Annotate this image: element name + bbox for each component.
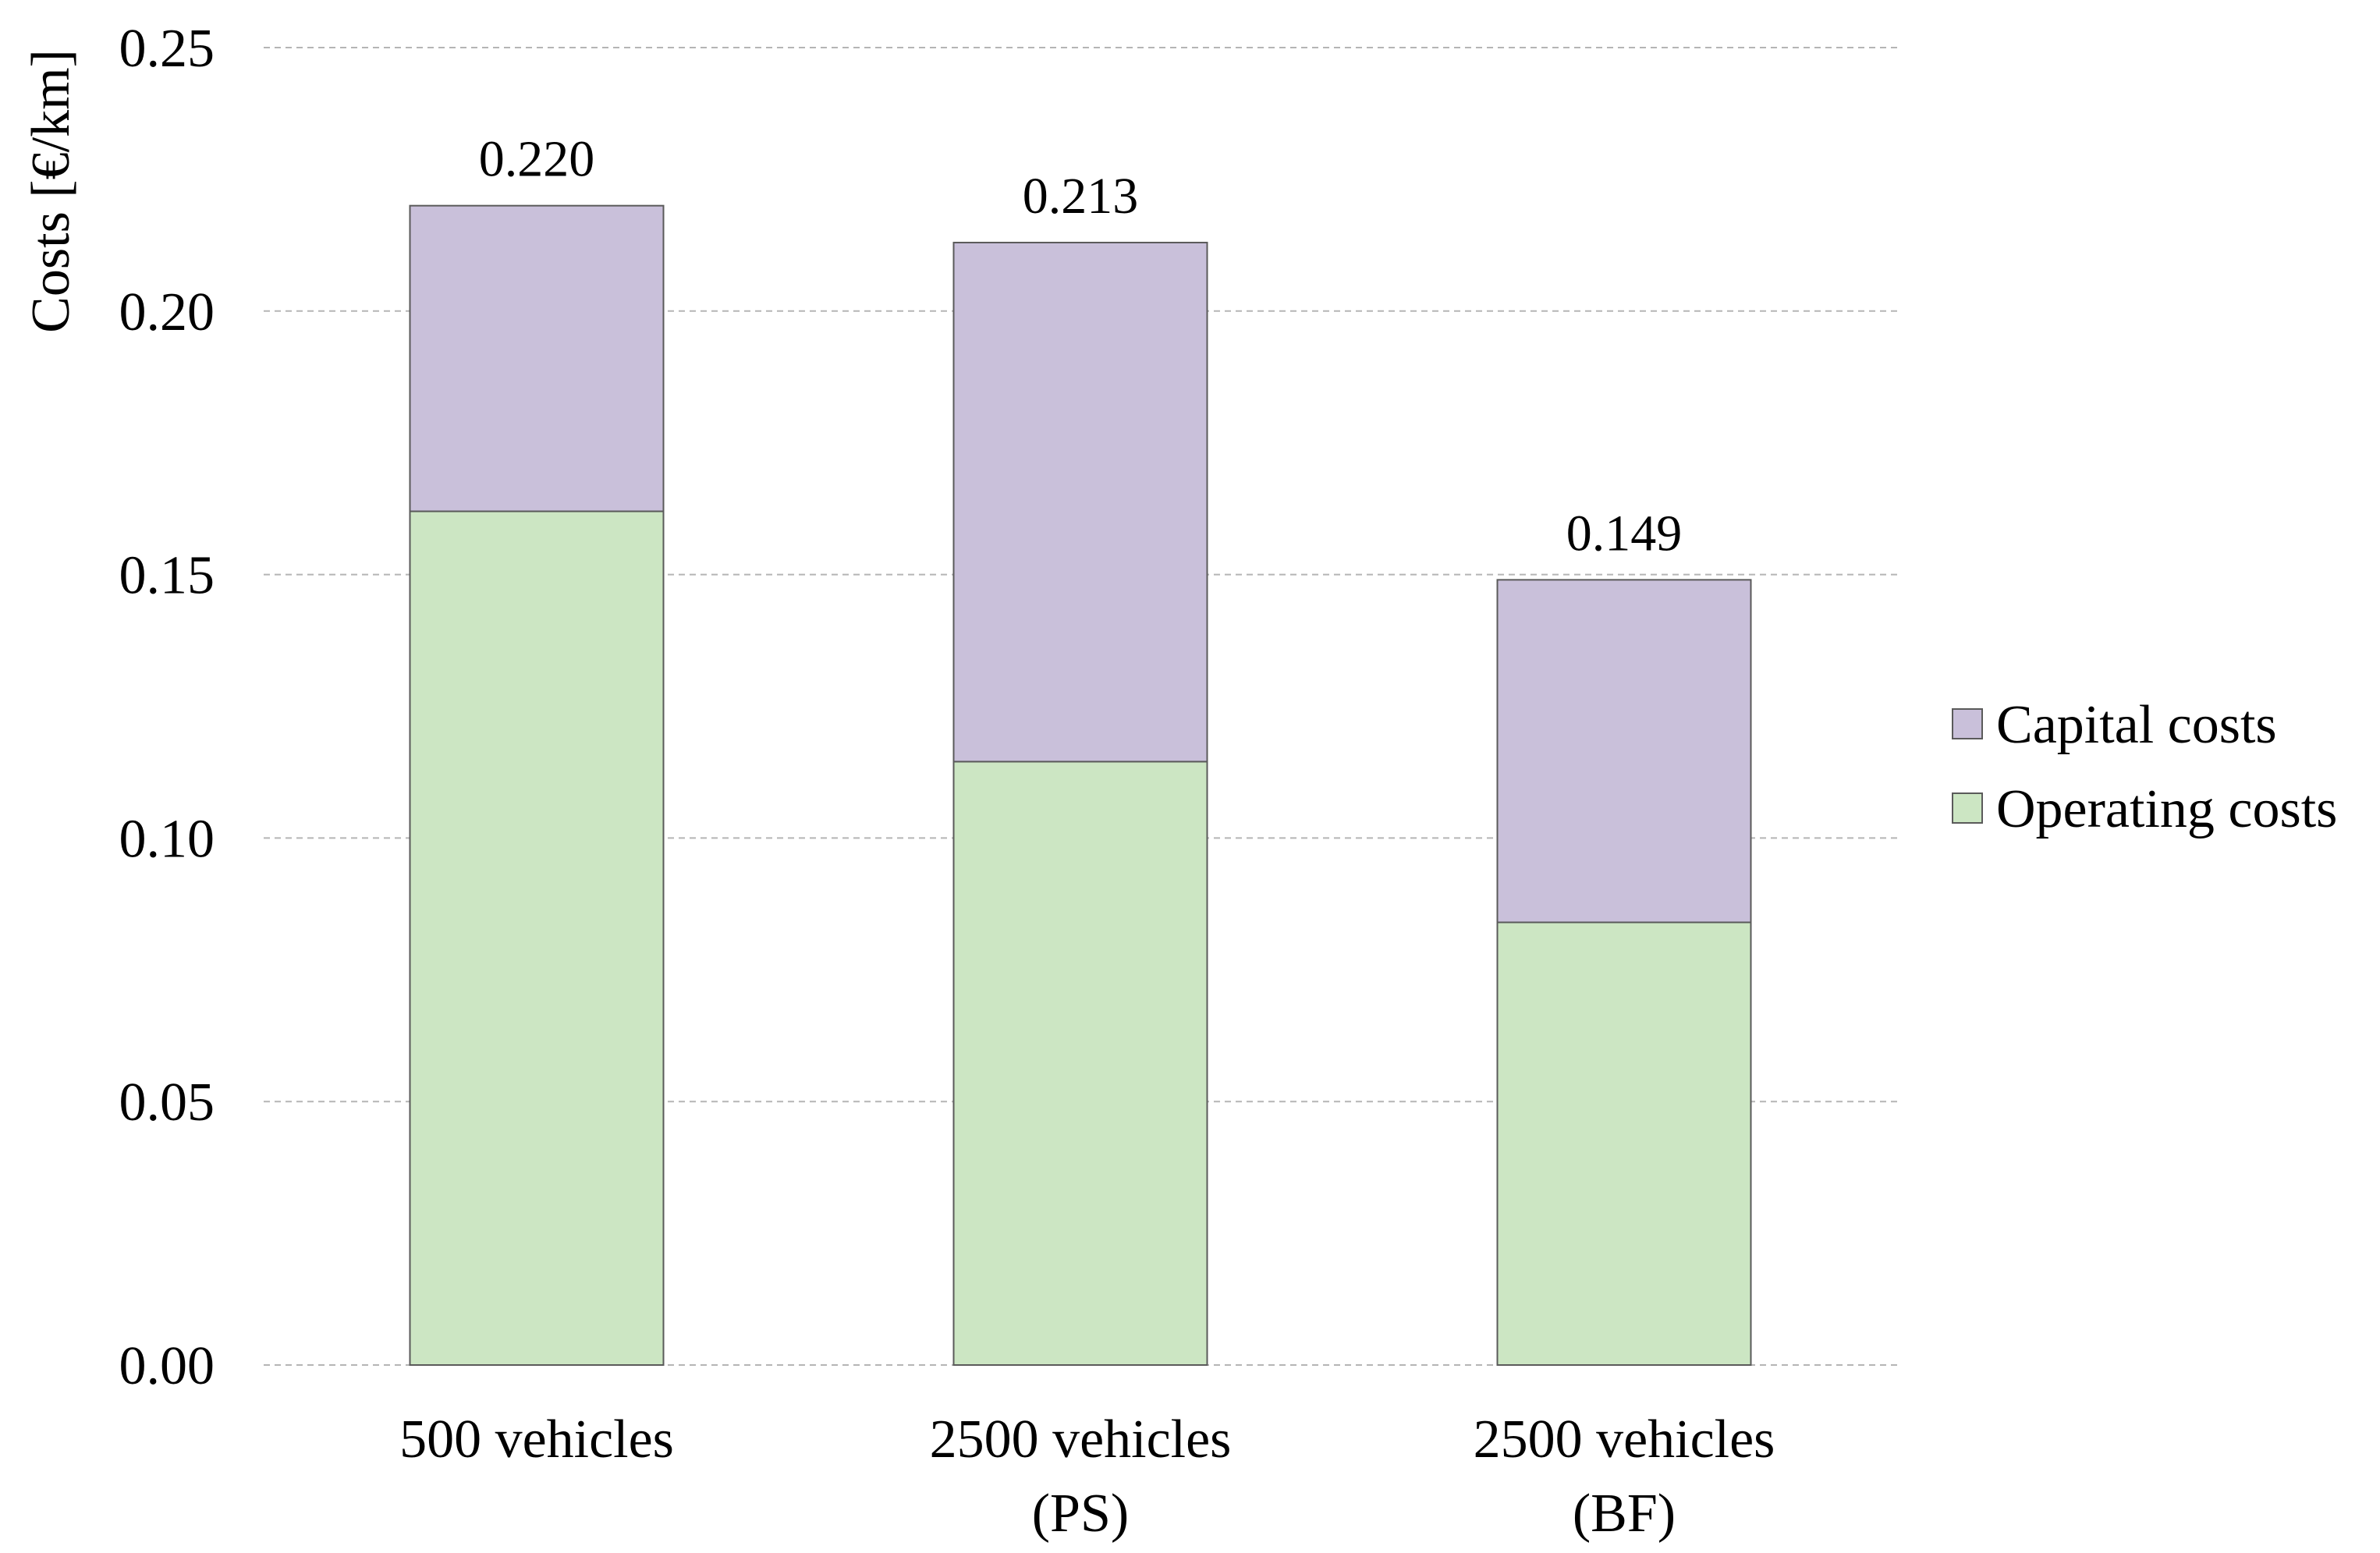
y-tick-label: 0.05 xyxy=(119,1073,215,1133)
x-tick-label: 2500 vehicles xyxy=(930,1409,1232,1470)
legend: Capital costs Operating costs xyxy=(1952,695,2337,839)
total-label: 0.220 xyxy=(479,131,595,188)
x-tick-label: (BF) xyxy=(1573,1484,1676,1544)
legend-swatch xyxy=(1952,708,1983,739)
bar-segment-capital-costs xyxy=(952,241,1208,763)
y-axis-title: Costs [€/km] xyxy=(21,49,81,333)
label-layer: 0.220 0.213 0.149 xyxy=(479,131,1683,562)
total-label: 0.149 xyxy=(1566,505,1683,562)
legend-label: Capital costs xyxy=(1996,695,2277,755)
y-tick-label: 0.10 xyxy=(119,809,215,869)
bar-segment-operating-costs xyxy=(952,761,1208,1366)
total-label: 0.213 xyxy=(1023,168,1139,225)
x-tick-label: (PS) xyxy=(1032,1484,1129,1544)
bar-segment-capital-costs xyxy=(409,204,665,512)
axis-layer: Costs [€/km] 0.00 0.05 0.10 0.15 0.20 0.25 500… xyxy=(21,19,1775,1544)
legend-swatch xyxy=(1952,792,1983,824)
bar-layer xyxy=(409,204,1752,1367)
y-tick-label: 0.15 xyxy=(119,546,215,606)
x-tick-label: 2500 vehicles xyxy=(1474,1409,1775,1470)
x-tick-label: 500 vehicles xyxy=(399,1409,674,1470)
legend-label: Operating costs xyxy=(1996,779,2337,839)
bar-segment-capital-costs xyxy=(1496,579,1752,924)
bar-segment-operating-costs xyxy=(409,510,665,1367)
bar-segment-operating-costs xyxy=(1496,921,1752,1366)
y-tick-label: 0.25 xyxy=(119,19,215,79)
y-tick-label: 0.20 xyxy=(119,282,215,342)
y-tick-label: 0.00 xyxy=(119,1336,215,1396)
